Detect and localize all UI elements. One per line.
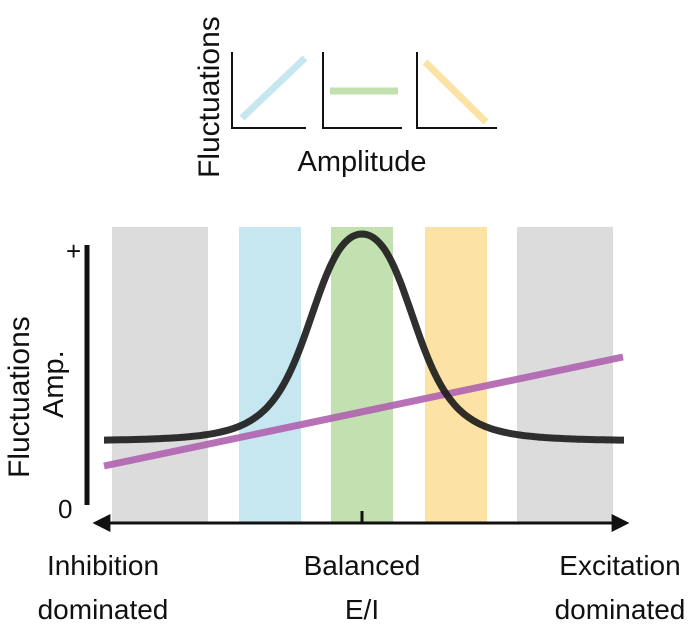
inset-line-increasing: [239, 55, 308, 121]
y-label-amp: Amp.: [38, 350, 70, 418]
inset-y-label: Fluctuations: [193, 16, 226, 178]
amplitude-line: [103, 353, 624, 470]
inset-panel-flat: [322, 52, 402, 129]
y-tick-zero: 0: [58, 494, 72, 524]
inset-axes: [322, 52, 402, 129]
x-right-label-line2: dominated: [555, 594, 686, 625]
inset-panel-increasing: [231, 52, 308, 129]
green-band: [331, 227, 393, 523]
inset-line-decreasing: [422, 59, 489, 125]
main-plot: + 0 Fluctuations Amp. Inhibition dominat…: [3, 227, 685, 625]
fluctuations-curve: [104, 230, 624, 444]
x-left-label-line1: Inhibition: [47, 550, 159, 581]
inhibition-band: [112, 227, 208, 523]
x-center-label-line2: E/I: [345, 594, 379, 625]
inset: Fluctuations Amplitude: [193, 16, 497, 178]
inset-axes: [416, 52, 497, 129]
y-tick-plus: +: [66, 236, 81, 266]
x-center-label-line1: Balanced: [304, 550, 421, 581]
x-right-label-line1: Excitation: [559, 550, 680, 581]
inset-x-label: Amplitude: [298, 146, 427, 178]
y-label-fluctuations: Fluctuations: [3, 316, 36, 478]
inset-axes: [231, 52, 306, 129]
x-left-label-line2: dominated: [38, 594, 169, 625]
inset-panel-decreasing: [416, 52, 497, 129]
